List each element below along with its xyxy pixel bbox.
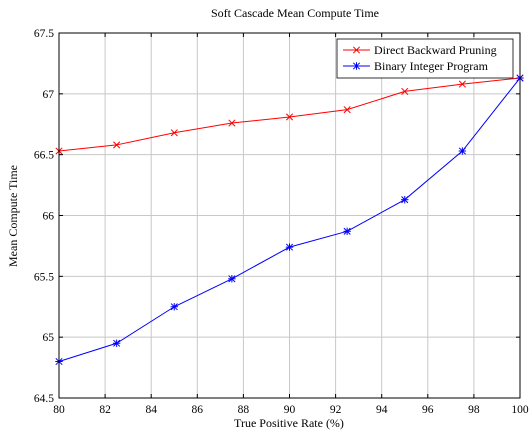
x-tick-label: 100 — [511, 404, 529, 416]
data-point — [343, 227, 351, 236]
y-tick-label: 64.5 — [34, 393, 54, 405]
x-tick-label: 80 — [53, 404, 65, 416]
y-tick-label: 67.5 — [34, 28, 54, 40]
data-point — [458, 147, 467, 155]
data-point — [228, 275, 236, 283]
data-point — [170, 129, 178, 137]
data-point — [113, 141, 121, 149]
y-tick-label: 65.5 — [34, 271, 54, 283]
x-tick-label: 88 — [238, 404, 250, 416]
legend-entry: Direct Backward Pruning — [343, 43, 497, 57]
data-point — [285, 113, 294, 121]
legend-marker — [352, 62, 361, 70]
legend-label: Binary Integer Program — [374, 59, 489, 73]
data-point — [285, 243, 294, 251]
data-point — [228, 119, 236, 127]
data-point — [343, 106, 351, 114]
x-tick-label: 98 — [468, 404, 480, 416]
axis-ticks: 80 82 84 86 88 90 92 94 96 98 100 64.5 65 65.5 66 66.5 6… — [34, 28, 529, 416]
series-0 — [55, 74, 524, 155]
y-axis-label: Mean Compute Time — [6, 165, 20, 267]
x-tick-label: 94 — [376, 404, 388, 416]
y-tick-label: 65 — [43, 332, 55, 344]
data-point — [401, 195, 409, 204]
grid — [59, 33, 520, 398]
x-tick-label: 84 — [145, 404, 157, 416]
chart-title: Soft Cascade Mean Compute Time — [211, 6, 379, 20]
data-point — [170, 303, 178, 311]
data-point — [401, 87, 409, 95]
y-tick-label: 66 — [43, 211, 55, 223]
x-tick-label: 96 — [422, 404, 434, 416]
x-tick-label: 90 — [284, 404, 296, 416]
legend-entry: Binary Integer Program — [343, 59, 489, 73]
legend-box — [336, 38, 514, 79]
y-tick-label: 67 — [43, 89, 55, 101]
x-tick-label: 92 — [330, 404, 342, 416]
x-axis-label: True Positive Rate (%) — [234, 416, 344, 430]
legend-label: Direct Backward Pruning — [374, 43, 497, 57]
legend: Direct Backward Pruning Binary Integer Pr… — [336, 38, 514, 79]
data-point — [112, 339, 121, 347]
x-tick-label: 82 — [99, 404, 111, 416]
data-point — [458, 80, 466, 88]
y-tick-label: 66.5 — [34, 150, 54, 162]
x-tick-label: 86 — [192, 404, 204, 416]
legend-marker — [352, 46, 361, 54]
